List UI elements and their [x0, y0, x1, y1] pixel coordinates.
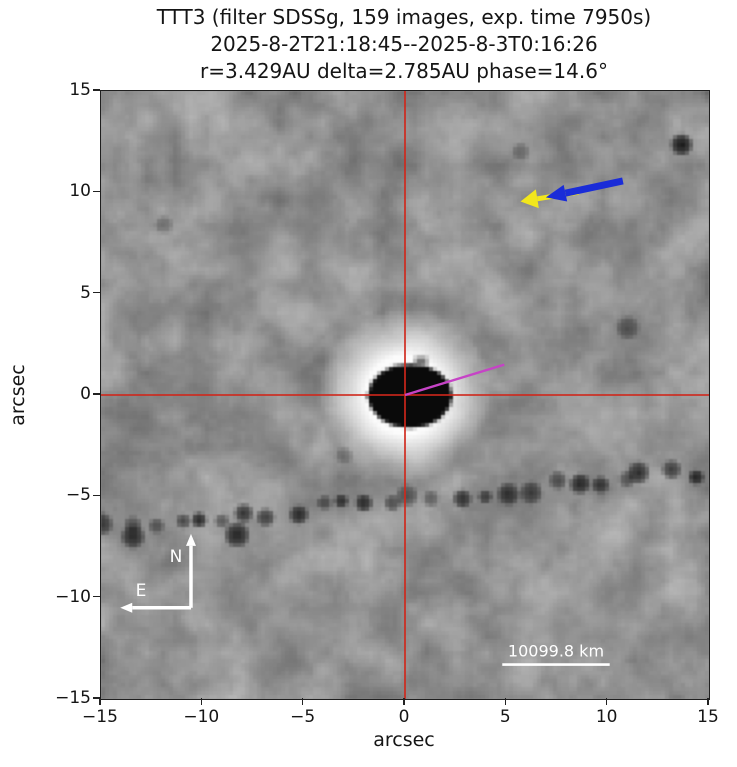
title-line-instrument: TTT3 (filter SDSSg, 159 images, exp. tim… — [156, 5, 652, 29]
x-tick-mark — [200, 698, 203, 705]
y-tick-mark — [93, 595, 100, 598]
x-tick-mark — [99, 698, 101, 705]
x-tick-label: 5 — [499, 707, 511, 727]
y-tick-label: 0 — [80, 384, 91, 404]
x-tick-mark — [504, 698, 507, 705]
x-tick-label: −10 — [183, 707, 220, 727]
x-tick-label: 15 — [697, 707, 719, 727]
y-tick-label: −15 — [55, 688, 91, 708]
x-tick-label: −5 — [290, 707, 316, 727]
y-tick-label: −10 — [55, 586, 91, 607]
y-tick-mark — [93, 190, 100, 193]
title-line-geometry: r=3.429AU delta=2.785AU phase=14.6° — [200, 59, 608, 83]
sky-image-canvas — [101, 91, 709, 699]
y-tick-mark — [93, 494, 100, 497]
x-tick-mark — [403, 698, 405, 705]
y-tick-mark — [93, 697, 100, 699]
y-tick-mark — [93, 291, 100, 294]
y-tick-label: 5 — [80, 282, 91, 303]
y-tick-label: 15 — [69, 80, 91, 100]
x-tick-label: 0 — [398, 707, 410, 727]
y-tick-label: −5 — [65, 485, 91, 506]
x-axis-label: arcsec — [373, 729, 435, 751]
x-tick-mark — [301, 698, 304, 705]
x-tick-label: 10 — [595, 707, 618, 727]
figure-title: TTT3 (filter SDSSg, 159 images, exp. tim… — [100, 4, 708, 85]
x-tick-label: −15 — [82, 707, 118, 727]
x-tick-mark — [605, 698, 608, 705]
x-tick-mark — [707, 698, 709, 705]
y-tick-label: 10 — [69, 181, 91, 202]
y-tick-mark — [93, 89, 100, 91]
title-line-date-range: 2025-8-2T21:18:45--2025-8-3T0:16:26 — [210, 32, 598, 56]
plot-area: N E 10099.8 km — [100, 90, 710, 700]
y-axis-label: arcsec — [7, 364, 29, 426]
y-tick-mark — [93, 393, 100, 395]
